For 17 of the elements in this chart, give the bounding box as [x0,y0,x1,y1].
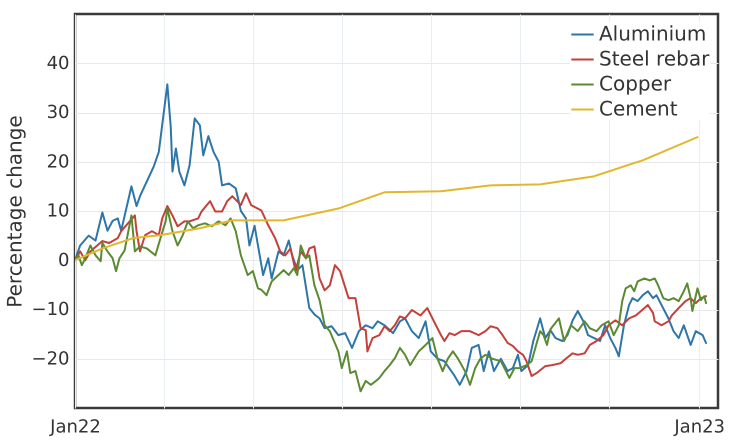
y-tick-label: −10 [32,299,70,320]
x-tick-label: Jan22 [49,416,101,438]
legend-label: Steel rebar [599,46,710,70]
y-tick-label: 20 [46,151,70,172]
y-tick-label: 10 [46,200,70,222]
y-tick-label: −20 [32,348,70,370]
legend-label: Cement [599,96,678,120]
line-series [75,136,698,262]
x-tick-label: Jan23 [673,416,726,438]
y-tick-label: 0 [58,250,70,271]
y-axis-title: Percentage change [2,115,27,308]
y-tick-label: 40 [46,52,70,74]
line-series [75,192,708,377]
line-series [75,208,708,392]
legend-label: Copper [599,72,672,96]
y-tick-label: 30 [46,102,70,123]
legend-label: Aluminium [599,22,706,46]
